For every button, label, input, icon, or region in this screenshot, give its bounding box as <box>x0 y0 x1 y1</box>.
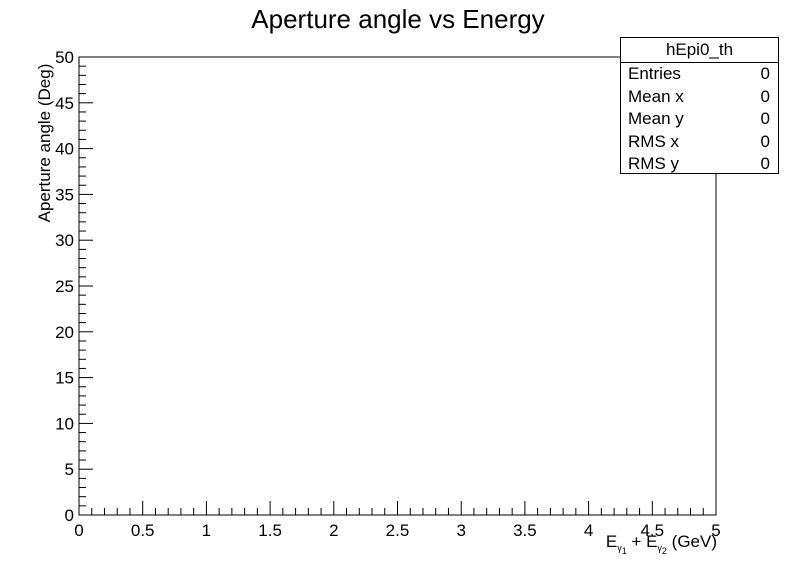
y-tick-label: 25 <box>55 277 74 296</box>
x-tick-label: 1.5 <box>258 521 282 540</box>
x-tick-label: 4 <box>584 521 593 540</box>
y-tick-label: 30 <box>55 231 74 250</box>
y-axis-label: Aperture angle (Deg) <box>35 63 54 223</box>
x-tick-label: 4.5 <box>640 521 664 540</box>
y-tick-label: 45 <box>55 94 74 113</box>
chart-title: Aperture angle vs Energy <box>251 4 545 34</box>
x-tick-label: 3 <box>456 521 465 540</box>
x-tick-label: 0.5 <box>131 521 155 540</box>
x-tick-label: 0 <box>74 521 83 540</box>
stats-row-entries: Entries 0 <box>628 64 770 83</box>
stats-title: hEpi0_th <box>621 38 778 63</box>
y-tick-label: 35 <box>55 185 74 204</box>
y-tick-label: 50 <box>55 48 74 67</box>
x-tick-label: 2.5 <box>386 521 410 540</box>
y-tick-label: 20 <box>55 323 74 342</box>
x-tick-label: 2 <box>329 521 338 540</box>
x-axis-label: Eγ1 + Eγ2 (GeV) <box>605 532 717 557</box>
y-tick-label: 0 <box>65 506 74 525</box>
y-tick-label: 15 <box>55 369 74 388</box>
y-tick-label: 10 <box>55 414 74 433</box>
y-tick-label: 40 <box>55 140 74 159</box>
y-tick-label: 5 <box>65 460 74 479</box>
x-tick-label: 5 <box>711 521 720 540</box>
x-tick-label: 1 <box>202 521 211 540</box>
x-tick-label: 3.5 <box>513 521 537 540</box>
